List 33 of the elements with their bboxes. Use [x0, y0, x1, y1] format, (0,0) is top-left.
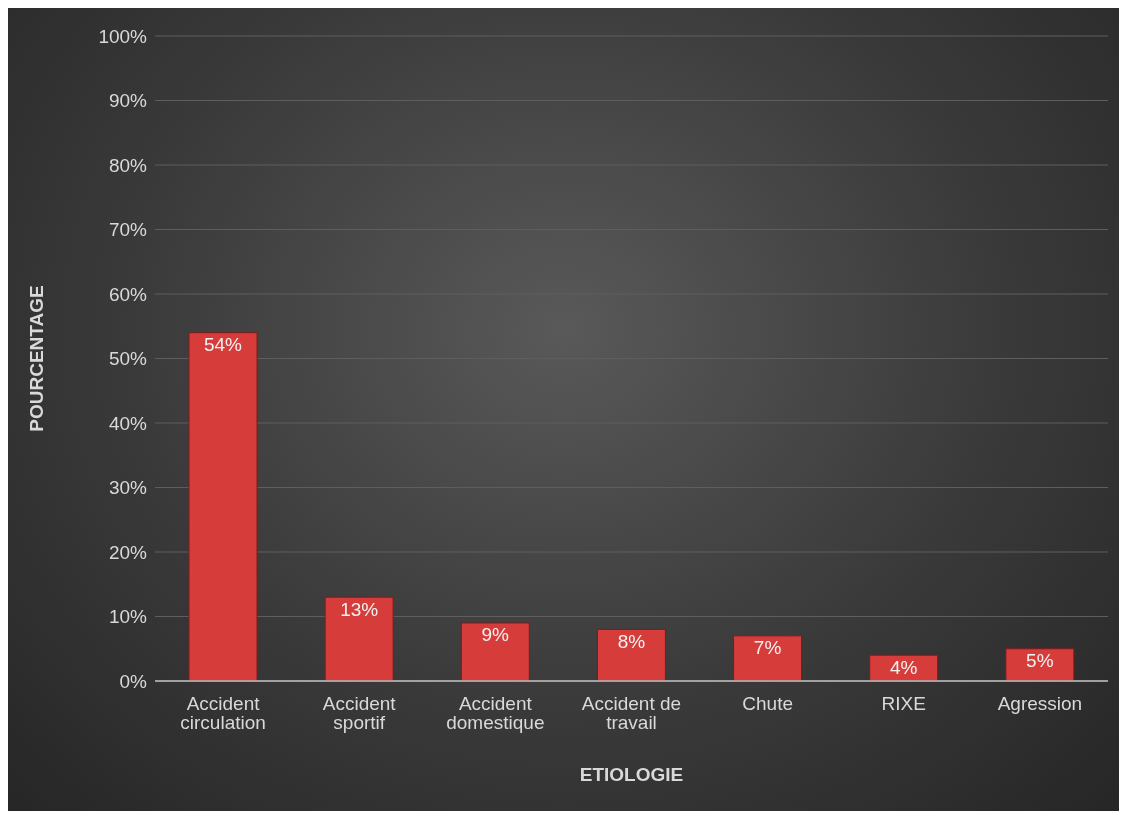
data-label: 7% [753, 637, 782, 659]
x-tick-label: Agression [997, 693, 1083, 715]
y-tick-label: 60% [108, 283, 148, 305]
y-tick-label: 50% [108, 348, 148, 370]
data-label: 54% [203, 334, 243, 356]
y-tick-label: 0% [119, 670, 148, 692]
bar [460, 622, 530, 681]
data-label: 5% [1026, 650, 1054, 672]
y-tick-label: 80% [108, 154, 148, 176]
x-tick-label: RIXE [881, 693, 926, 715]
bar [1005, 648, 1075, 681]
data-label: 8% [617, 630, 646, 652]
x-tick-label: Chute [742, 693, 793, 715]
x-tick-label: Accident de travail [581, 693, 682, 734]
y-axis-title: POURCENTAGE [25, 285, 47, 432]
x-tick-label: Accident sportif [322, 693, 397, 734]
y-tick-label: 10% [108, 606, 148, 628]
bar [733, 635, 803, 681]
data-label: 9% [481, 624, 510, 646]
y-tick-label: 40% [108, 412, 148, 434]
y-tick-label: 70% [108, 219, 148, 241]
y-tick-label: 20% [108, 541, 148, 563]
y-tick-label: 100% [98, 25, 148, 47]
data-label: 4% [889, 656, 918, 678]
x-tick-label: Accident domestique [446, 693, 545, 734]
y-tick-label: 90% [108, 90, 148, 112]
bar [324, 596, 394, 681]
bar [596, 628, 666, 681]
y-tick-label: 30% [108, 477, 148, 499]
data-label: 13% [340, 598, 379, 620]
bar [188, 332, 258, 681]
x-axis-title: ETIOLOGIE [579, 764, 684, 785]
x-tick-label: Accident circulation [180, 693, 266, 734]
